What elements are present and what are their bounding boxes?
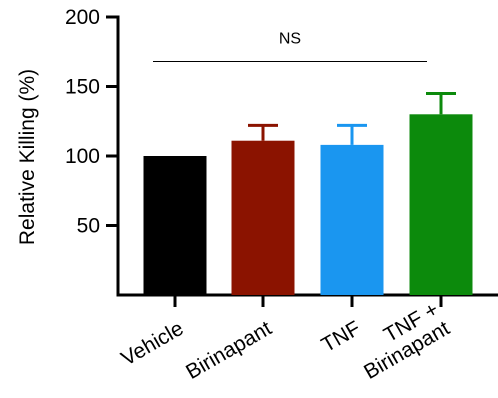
x-tick-label: Vehicle [117,317,187,371]
x-tick-label: Birinapant [182,317,276,384]
error-bars [248,91,456,145]
y-axis-label: Relative Killing (%) [16,69,39,245]
x-tick-label: TNF [318,317,365,357]
bar [409,114,473,295]
bar [143,156,207,295]
y-tick-label: 150 [65,76,100,99]
significance-annotation: NS [153,30,427,62]
significance-label: NS [279,30,301,47]
y-tick-label: 100 [65,145,100,168]
y-ticks: 50 100 150 200 [65,6,118,238]
y-tick-label: 50 [77,215,100,238]
bars [143,114,473,295]
bar [320,144,384,295]
x-tick-label: TNF +Birinapant [349,298,454,384]
y-tick-label: 200 [65,6,100,29]
bar [231,140,295,295]
